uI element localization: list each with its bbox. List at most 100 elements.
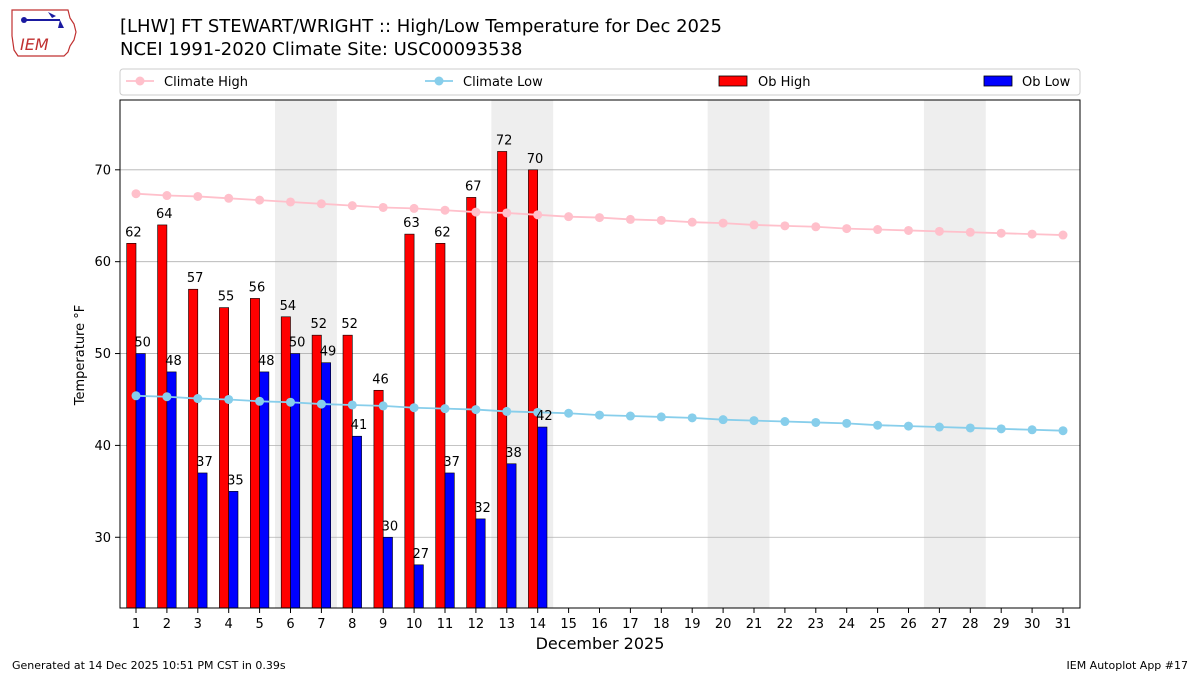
climate-low-point-10	[409, 403, 419, 413]
ob-high-bar-12	[466, 197, 477, 609]
ob-high-label-2: 64	[156, 207, 173, 222]
climate-high-point-19	[687, 217, 697, 227]
x-tick-label-1: 1	[132, 617, 140, 632]
climate-high-point-18	[656, 215, 666, 225]
ob-high-bar-6	[280, 316, 291, 609]
climate-high-point-29	[996, 228, 1006, 238]
ob-low-label-1: 50	[134, 336, 151, 351]
ob-low-bar-8	[351, 435, 362, 609]
ob-high-label-12: 67	[465, 179, 482, 194]
x-tick-label-30: 30	[1024, 617, 1041, 632]
ob-high-label-4: 55	[218, 290, 235, 305]
ob-low-bar-14	[537, 426, 548, 609]
climate-high-point-30	[1027, 229, 1037, 239]
y-tick-label-50: 50	[94, 347, 111, 362]
ob-high-label-6: 54	[280, 299, 297, 314]
x-tick-label-11: 11	[437, 617, 454, 632]
climate-high-point-1	[131, 189, 141, 199]
x-tick-label-7: 7	[317, 617, 325, 632]
legend-swatch-ob-high	[718, 75, 748, 87]
climate-high-point-27	[934, 226, 944, 236]
ob-low-label-2: 48	[165, 354, 182, 369]
app-id: IEM Autoplot App #17	[1066, 659, 1189, 672]
ob-high-label-11: 62	[434, 225, 451, 240]
iem-logo: IEM	[11, 9, 77, 57]
climate-high-point-26	[904, 225, 913, 235]
climate-low-point-25	[873, 420, 883, 430]
logo-text: IEM	[20, 35, 49, 54]
climate-low-point-27	[934, 422, 944, 432]
climate-low-point-3	[193, 394, 203, 404]
climate-low-point-31	[1058, 426, 1068, 436]
x-tick-label-21: 21	[746, 617, 763, 632]
ob-low-bar-11	[444, 472, 455, 609]
ob-low-bar-13	[506, 463, 517, 609]
climate-low-point-12	[471, 405, 481, 415]
climate-low-point-14	[533, 407, 543, 417]
climate-high-point-9	[378, 202, 388, 212]
climate-high-point-8	[347, 201, 357, 211]
chart-title: [LHW] FT STEWART/WRIGHT :: High/Low Temp…	[120, 16, 722, 37]
climate-low-point-17	[625, 411, 635, 421]
ob-low-label-6: 50	[289, 336, 306, 351]
climate-low-point-20	[718, 415, 728, 425]
ob-low-label-11: 37	[443, 455, 460, 470]
ob-high-label-10: 63	[403, 216, 420, 231]
climate-high-point-12	[471, 207, 481, 217]
climate-high-point-17	[625, 214, 635, 224]
climate-high-point-20	[718, 218, 728, 228]
climate-low-point-11	[440, 404, 450, 414]
y-tick-label-60: 60	[94, 255, 111, 270]
legend-ob-low: Ob Low	[1022, 75, 1071, 90]
climate-high-point-25	[873, 225, 883, 235]
x-axis-label: December 2025	[536, 634, 665, 653]
legend-swatch-ob-low	[983, 75, 1013, 87]
ob-low-bar-6	[290, 353, 301, 609]
ob-high-bar-8	[342, 334, 353, 609]
ob-low-bar-2	[166, 371, 177, 609]
ob-high-label-13: 72	[496, 133, 513, 148]
x-tick-label-2: 2	[163, 617, 171, 632]
climate-low-point-15	[564, 408, 574, 418]
ob-high-bar-2	[157, 224, 168, 609]
climate-low-point-22	[780, 417, 790, 427]
ob-low-label-12: 32	[474, 501, 491, 516]
x-tick-label-31: 31	[1055, 617, 1072, 632]
climate-low-point-26	[904, 421, 913, 431]
x-tick-label-22: 22	[777, 617, 794, 632]
ob-low-bar-3	[197, 472, 208, 609]
ob-high-label-9: 46	[372, 372, 389, 387]
x-tick-label-10: 10	[406, 617, 423, 632]
y-tick-label-70: 70	[94, 163, 111, 178]
climate-low-point-4	[224, 394, 234, 404]
climate-high-point-10	[409, 203, 419, 213]
x-tick-label-12: 12	[468, 617, 485, 632]
ob-low-bar-4	[228, 491, 239, 609]
climate-high-point-13	[502, 208, 512, 218]
ob-low-bar-5	[259, 371, 270, 609]
climate-high-point-11	[440, 205, 450, 215]
ob-high-label-5: 56	[249, 280, 266, 295]
legend-climate-high: Climate High	[164, 75, 248, 90]
ob-high-bar-3	[188, 288, 199, 609]
ob-high-label-8: 52	[341, 317, 358, 332]
weekend-shade-3	[923, 100, 986, 608]
climate-low-point-18	[656, 412, 666, 422]
x-tick-label-15: 15	[560, 617, 577, 632]
ob-high-bar-7	[311, 334, 322, 609]
climate-high-point-15	[564, 212, 574, 222]
weekend-shade-2	[707, 100, 770, 608]
climate-low-point-19	[687, 413, 697, 423]
chart-subtitle: NCEI 1991-2020 Climate Site: USC00093538	[120, 39, 523, 60]
ob-high-bar-9	[373, 389, 384, 609]
ob-high-label-7: 52	[310, 317, 327, 332]
x-tick-label-4: 4	[225, 617, 233, 632]
ob-high-bar-4	[219, 307, 229, 609]
x-tick-label-28: 28	[962, 617, 979, 632]
climate-low-point-9	[378, 401, 388, 411]
legend-ob-high: Ob High	[758, 75, 811, 90]
climate-high-point-23	[811, 222, 821, 232]
x-tick-label-26: 26	[900, 617, 917, 632]
ob-high-bar-11	[435, 243, 446, 609]
